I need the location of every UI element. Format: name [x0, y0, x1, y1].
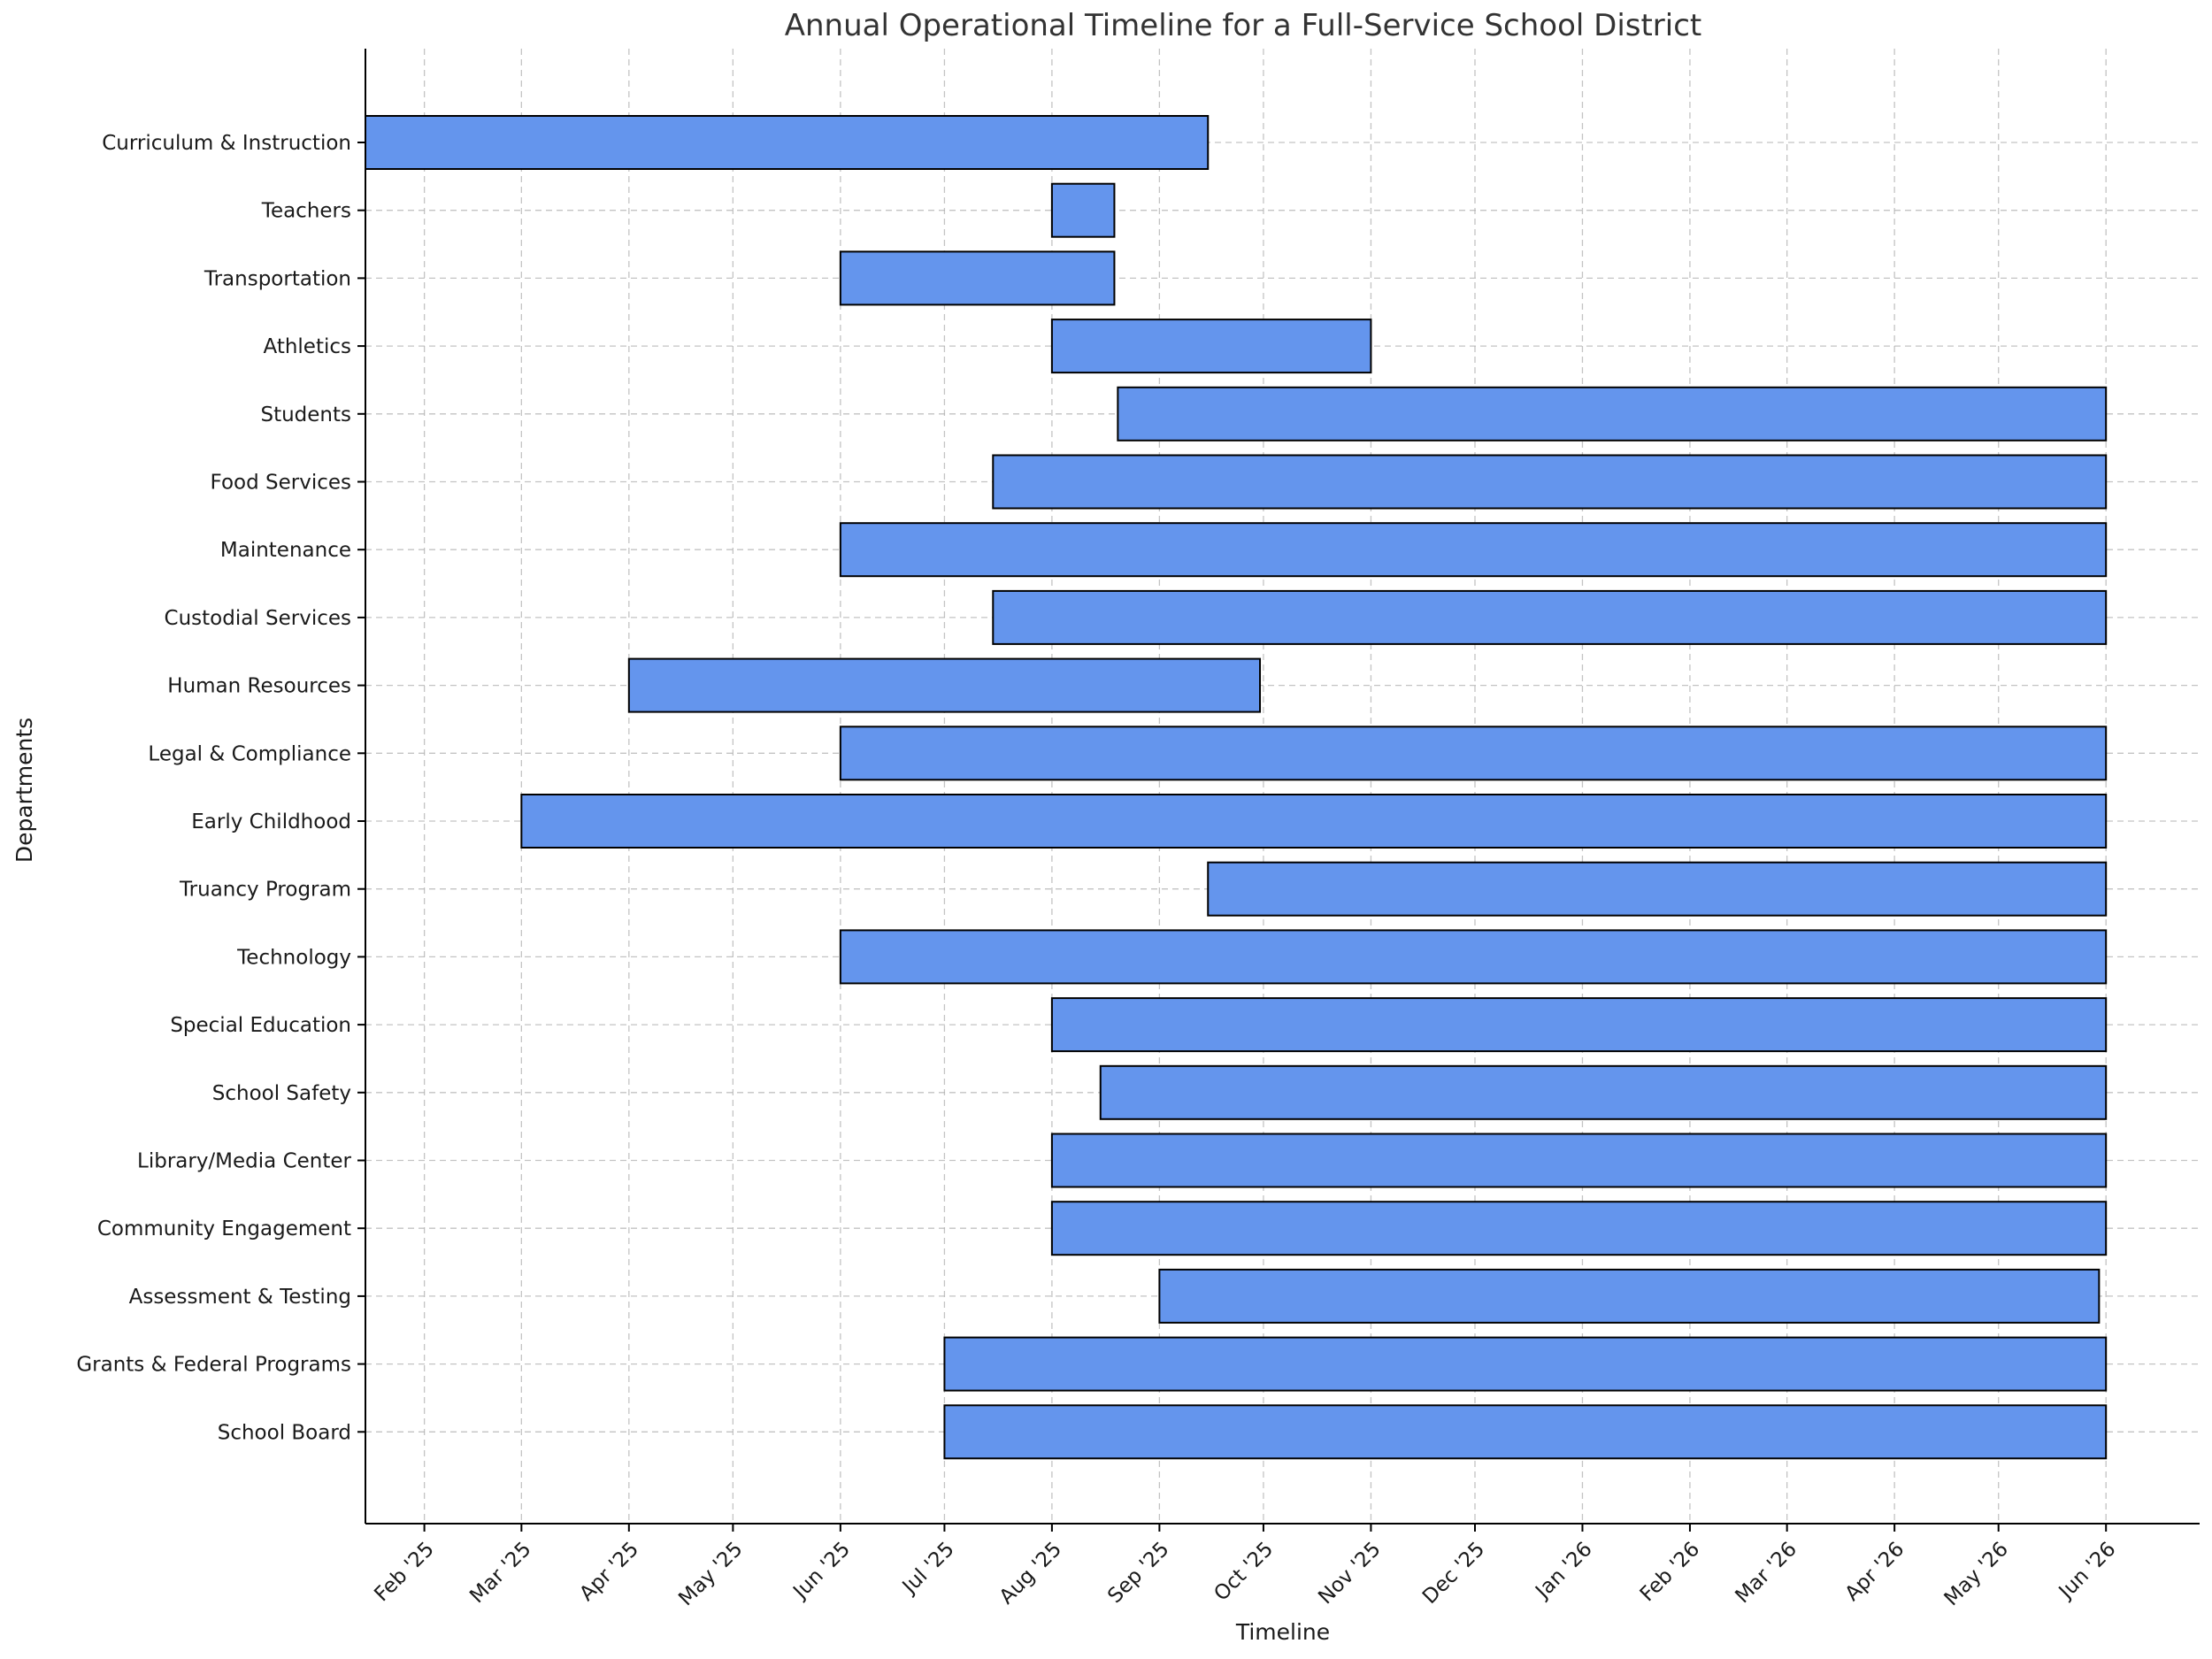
- task-bar: [1050, 1133, 2108, 1188]
- task-bar: [365, 115, 1210, 170]
- task-label: Library/Media Center: [137, 1150, 352, 1173]
- task-bar: [1099, 1064, 2108, 1120]
- x-tick-label: Dec '25: [1418, 1538, 1489, 1609]
- task-label: Maintenance: [220, 539, 351, 562]
- x-tick-label: Mar '26: [1732, 1538, 1801, 1608]
- task-bar: [520, 794, 2108, 849]
- task-label: Special Education: [170, 1014, 351, 1037]
- task-bar: [943, 1404, 2108, 1460]
- x-tick-label: May '25: [674, 1538, 747, 1610]
- x-tick-label: Nov '25: [1314, 1538, 1385, 1609]
- x-tick-label: Feb '25: [370, 1538, 439, 1607]
- x-axis-label: Timeline: [1235, 1619, 1330, 1645]
- task-bar: [839, 250, 1116, 306]
- task-label: Technology: [236, 946, 351, 969]
- x-tick-label: Jun '25: [788, 1538, 856, 1605]
- x-tick-label: May '26: [1940, 1538, 2013, 1610]
- task-bar: [992, 454, 2108, 510]
- task-label: Food Services: [211, 472, 351, 495]
- task-label: Athletics: [263, 335, 351, 358]
- task-bar: [1050, 319, 1372, 374]
- task-label: School Board: [218, 1421, 351, 1444]
- task-label: Teachers: [261, 200, 351, 223]
- task-bar: [992, 589, 2108, 645]
- x-tick-label: Jun '26: [2054, 1538, 2121, 1605]
- task-bar: [627, 657, 1262, 713]
- task-label: Human Resources: [167, 675, 351, 698]
- task-bar: [1207, 861, 2108, 917]
- task-label: Curriculum & Instruction: [102, 132, 351, 155]
- task-bar: [1050, 182, 1116, 238]
- task-bar: [839, 726, 2108, 781]
- y-axis-label: Departments: [12, 718, 37, 863]
- task-bar: [839, 929, 2108, 985]
- task-label: Grants & Federal Programs: [76, 1354, 351, 1377]
- task-label: Early Childhood: [191, 810, 351, 833]
- task-bar: [943, 1336, 2108, 1392]
- task-bar: [1050, 1201, 2108, 1256]
- x-tick-label: Oct '25: [1210, 1538, 1278, 1606]
- x-tick-label: Apr '26: [1841, 1538, 1909, 1606]
- x-tick-label: Feb '26: [1636, 1538, 1705, 1607]
- x-tick-label: Mar '25: [465, 1538, 535, 1608]
- task-bar: [1158, 1268, 2101, 1324]
- task-label: Legal & Compliance: [148, 742, 351, 765]
- x-tick-label: Apr '25: [575, 1538, 643, 1606]
- task-label: Community Engagement: [97, 1217, 351, 1240]
- chart-title: Annual Operational Timeline for a Full-S…: [785, 8, 1702, 43]
- x-tick-label: Sep '25: [1103, 1538, 1173, 1608]
- task-label: Transportation: [204, 267, 351, 290]
- task-label: Assessment & Testing: [129, 1286, 351, 1309]
- task-bars: [365, 115, 2108, 1460]
- task-label: Truancy Program: [179, 879, 351, 902]
- task-label: Custodial Services: [165, 607, 351, 630]
- task-bar: [1117, 386, 2108, 442]
- task-bar: [1050, 997, 2108, 1053]
- task-label: School Safety: [212, 1082, 351, 1105]
- task-bar: [839, 522, 2108, 578]
- x-tick-label: Aug '25: [995, 1538, 1066, 1609]
- x-tick-label: Jan '26: [1531, 1538, 1597, 1604]
- task-label: Students: [260, 403, 351, 426]
- x-tick-label: Jul '25: [897, 1538, 959, 1600]
